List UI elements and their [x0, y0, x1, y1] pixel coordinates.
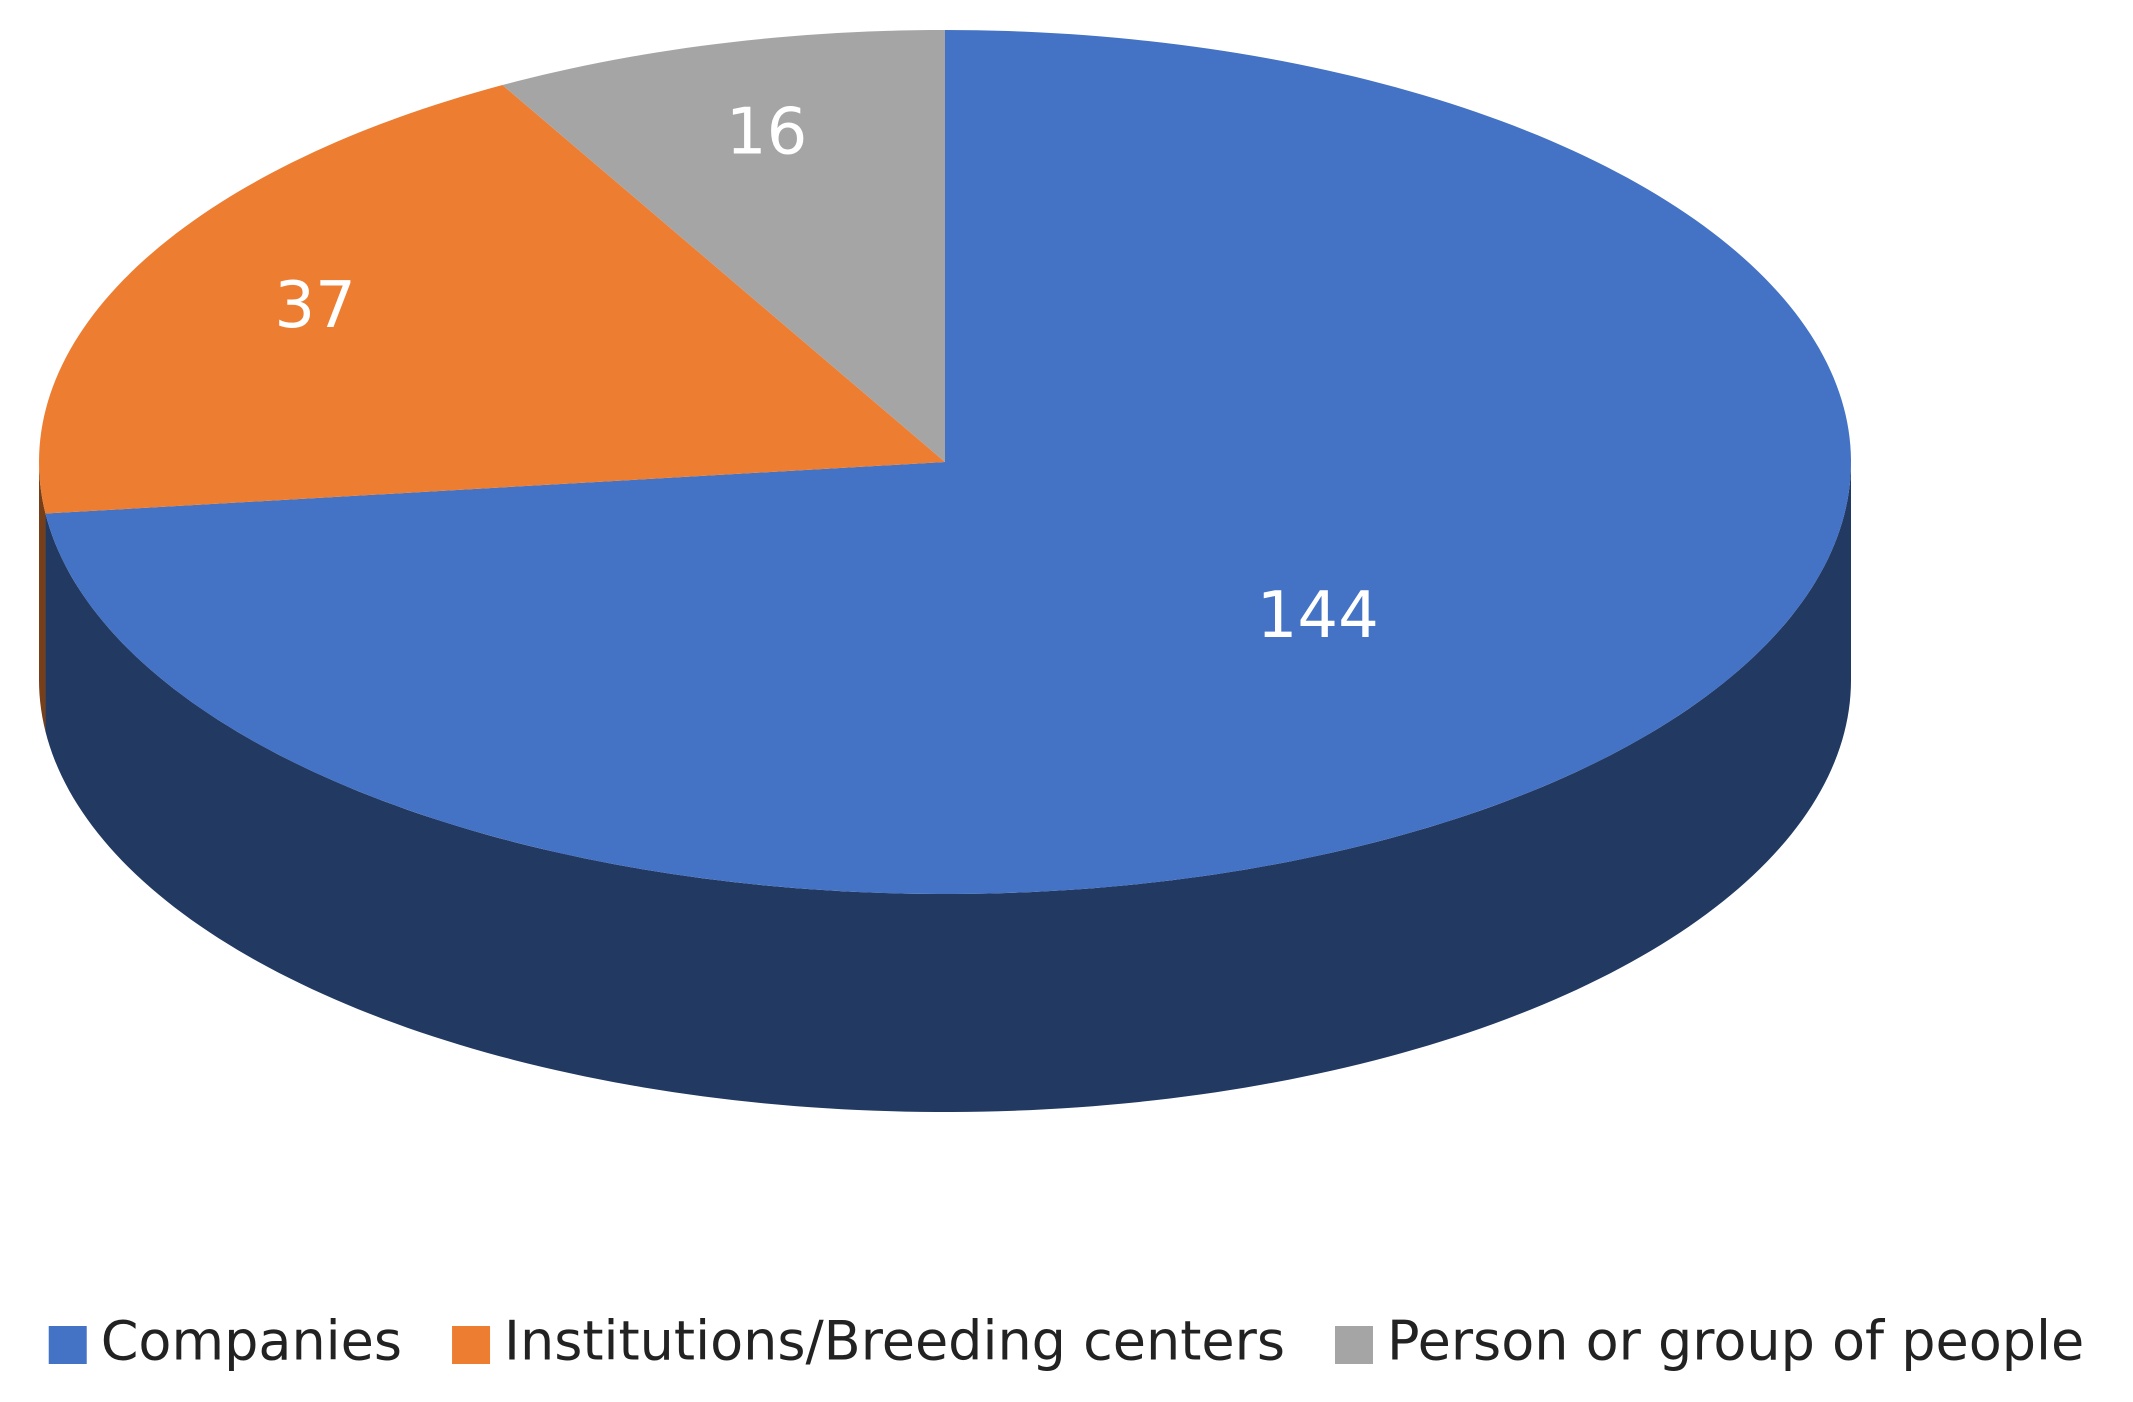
legend-swatch	[1334, 1326, 1373, 1364]
data-label: 37	[274, 269, 355, 343]
pie-slice	[502, 30, 945, 462]
legend-swatch	[452, 1326, 491, 1364]
data-label: 16	[726, 96, 807, 170]
legend-swatch	[48, 1326, 87, 1364]
pie-side	[45, 462, 1852, 1112]
legend-label: Institutions/Breeding centers	[504, 1310, 1285, 1373]
legend-label: Companies	[101, 1310, 402, 1373]
legend-label: Person or group of people	[1387, 1310, 2084, 1373]
data-label: 144	[1257, 579, 1379, 653]
pie-slice	[39, 85, 946, 514]
pie-slice	[45, 30, 1851, 894]
legend: Companies Institutions/Breeding centers Pe…	[48, 1310, 2084, 1373]
pie-side	[39, 462, 46, 732]
